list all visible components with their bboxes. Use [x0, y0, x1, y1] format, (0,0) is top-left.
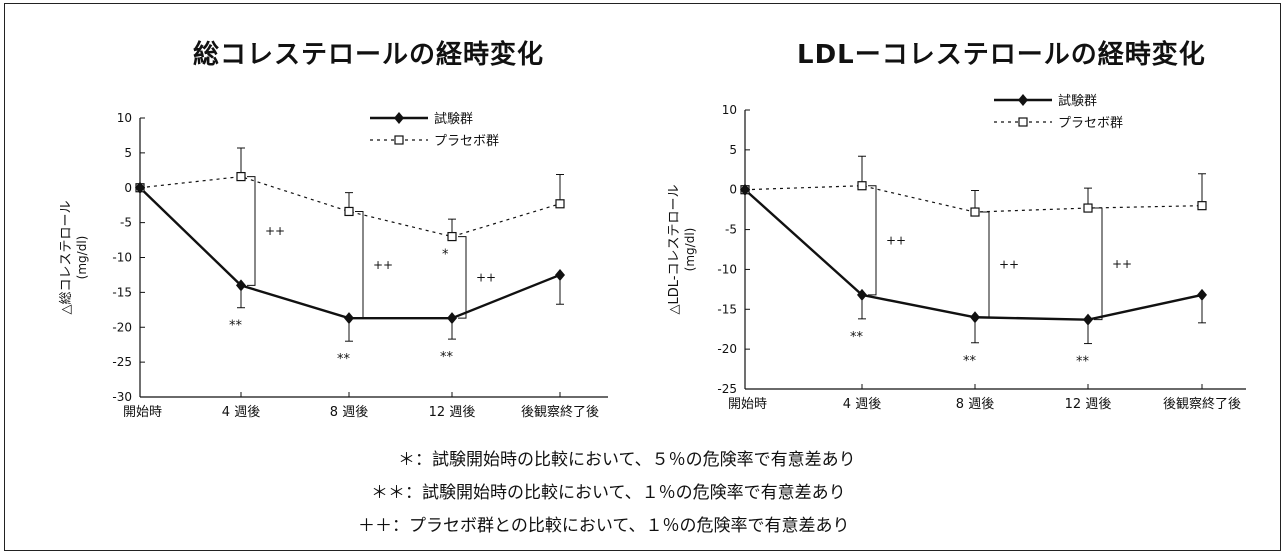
point-placebo [447, 231, 457, 242]
legend-label-test: 試験群 [434, 111, 473, 127]
point-test [344, 312, 354, 325]
significance-star-label: ** [850, 330, 864, 345]
legend-marker-placebo [394, 135, 404, 145]
y-tick-label: -20 [717, 342, 737, 356]
point-test [236, 279, 246, 292]
y-tick-label: -5 [725, 223, 737, 237]
significance-star-label: * [442, 248, 449, 263]
y-tick-label: -15 [112, 285, 132, 299]
point-placebo [1083, 203, 1093, 213]
point-test [447, 312, 457, 325]
point-test [1197, 288, 1207, 301]
point-placebo [344, 206, 354, 217]
y-tick-label: -10 [717, 262, 737, 276]
significance-bracket [458, 236, 467, 319]
significance-bracket [1094, 207, 1103, 321]
x-tick-label: 開始時 [728, 397, 767, 412]
legend-label-placebo: プラセボ群 [1058, 116, 1123, 131]
legend-label-placebo: プラセボ群 [434, 134, 499, 149]
y-tick-label: -20 [112, 320, 132, 334]
y-axis-unit-label: (mg/dl) [75, 236, 89, 280]
point-test [1083, 313, 1093, 326]
y-axis-unit-label: (mg/dl) [683, 228, 697, 272]
y-tick-label: 5 [124, 146, 132, 160]
point-placebo [857, 181, 867, 191]
significance-bracket-label: ++ [476, 270, 496, 284]
y-tick-label: 5 [729, 143, 737, 157]
x-tick-label: 8 週後 [956, 397, 994, 412]
x-tick-label: 後観察終了後 [521, 404, 599, 420]
figure-frame [4, 3, 1281, 551]
point-test [857, 288, 867, 301]
point-test [135, 181, 145, 194]
y-tick-label: -5 [120, 216, 132, 230]
significance-star-label: ** [963, 354, 977, 369]
y-tick-label: -25 [112, 355, 132, 369]
significance-bracket [981, 211, 990, 318]
y-tick-label: 0 [729, 183, 737, 197]
point-placebo [1197, 201, 1207, 211]
legend-marker-test [1018, 94, 1028, 106]
significance-bracket [355, 210, 364, 319]
significance-star-label: ** [440, 350, 454, 365]
y-axis-label: △LDL-コレステロール [667, 185, 682, 315]
significance-bracket-label: ++ [886, 233, 906, 247]
legend-label-test: 試験群 [1058, 93, 1097, 109]
x-tick-label: 4 週後 [843, 397, 881, 412]
x-tick-label: 12 週後 [429, 405, 476, 420]
chart-title-total-cholesterol: 総コレステロールの経時変化 [193, 40, 545, 70]
significance-bracket [247, 176, 256, 286]
significance-bracket-label: ++ [373, 258, 393, 272]
point-placebo [236, 171, 246, 182]
x-tick-label: 4 週後 [222, 405, 260, 420]
significance-star-label: ** [229, 319, 243, 334]
significance-bracket-label: ++ [1112, 257, 1132, 271]
x-tick-label: 後観察終了後 [1163, 396, 1241, 412]
point-test [970, 311, 980, 324]
legend-marker-placebo [1018, 117, 1028, 127]
y-tick-label: -10 [112, 251, 132, 265]
point-placebo [970, 207, 980, 217]
significance-star-label: ** [337, 352, 351, 367]
x-tick-label: 開始時 [123, 405, 162, 420]
y-tick-label: -30 [112, 390, 132, 404]
footnote-double-plus: ＋＋：プラセボ群との比較において、１％の危険率で有意差あり [358, 516, 850, 536]
significance-bracket-label: ++ [999, 258, 1019, 272]
y-tick-label: 10 [722, 103, 737, 117]
footnote-single-star: ＊：試験開始時の比較において、５％の危険率で有意差あり [398, 450, 856, 470]
y-tick-label: -25 [717, 382, 737, 396]
x-tick-label: 12 週後 [1065, 397, 1112, 412]
y-tick-label: 10 [117, 111, 132, 125]
significance-bracket-label: ++ [265, 224, 285, 238]
x-tick-label: 8 週後 [330, 405, 368, 420]
y-tick-label: -15 [717, 302, 737, 316]
y-tick-label: 0 [124, 181, 132, 195]
point-placebo [555, 199, 565, 209]
series-line-placebo [139, 175, 561, 238]
significance-star-label: ** [1076, 355, 1090, 370]
point-test [555, 268, 565, 281]
significance-bracket [868, 185, 877, 296]
y-axis-label: △総コレステロール [59, 201, 74, 315]
chart-title-ldl-cholesterol: LDLーコレステロールの経時変化 [797, 40, 1206, 70]
footnote-double-star: ＊＊：試験開始時の比較において、１％の危険率で有意差あり [371, 483, 846, 503]
legend-marker-test [394, 112, 404, 124]
point-test [740, 183, 750, 196]
